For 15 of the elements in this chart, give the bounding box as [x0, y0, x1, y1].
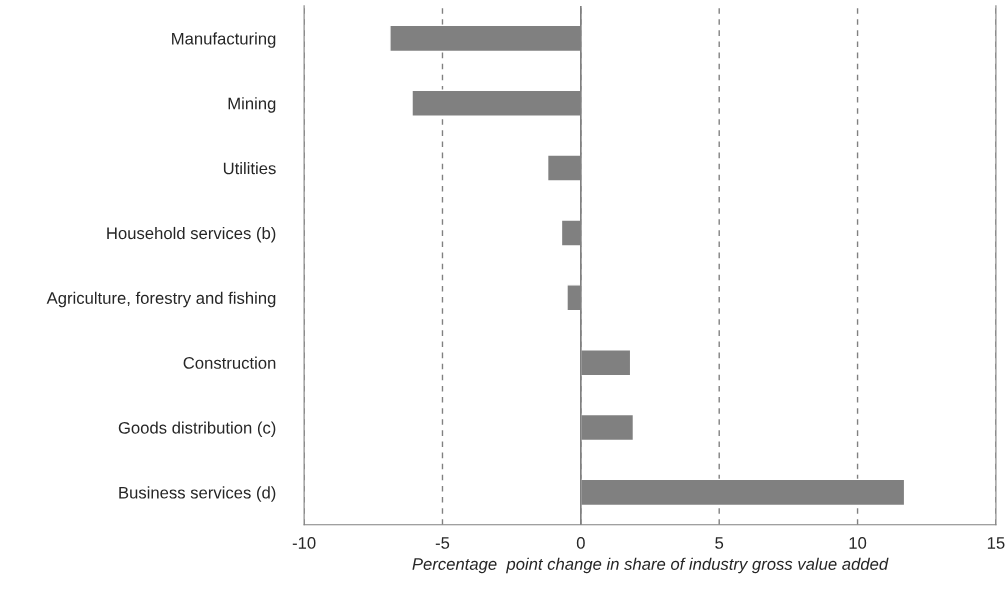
y-tick-label: Construction — [183, 356, 276, 369]
x-tick-label: 0 — [576, 537, 585, 549]
x-tick-label: -5 — [435, 537, 450, 549]
y-tick-label: Manufacturing — [172, 32, 276, 48]
x-tick-label: 5 — [715, 537, 724, 549]
x-tick-label: -10 — [292, 537, 316, 549]
y-tick-label: Household services (b) — [107, 226, 276, 243]
x-tick-label: 10 — [849, 537, 867, 549]
x-axis-title: Percentage point change in share of industry gross value added — [412, 557, 889, 574]
y-tick-label: Utilities — [223, 162, 276, 175]
y-tick-label: Agriculture, forestry and fishing — [46, 291, 276, 308]
y-tick-label: Goods distribution (c) — [118, 421, 276, 438]
y-tick-label: Business services (d) — [119, 486, 276, 502]
x-tick-label: 15 — [987, 537, 1005, 549]
y-tick-label: Mining — [228, 97, 276, 113]
